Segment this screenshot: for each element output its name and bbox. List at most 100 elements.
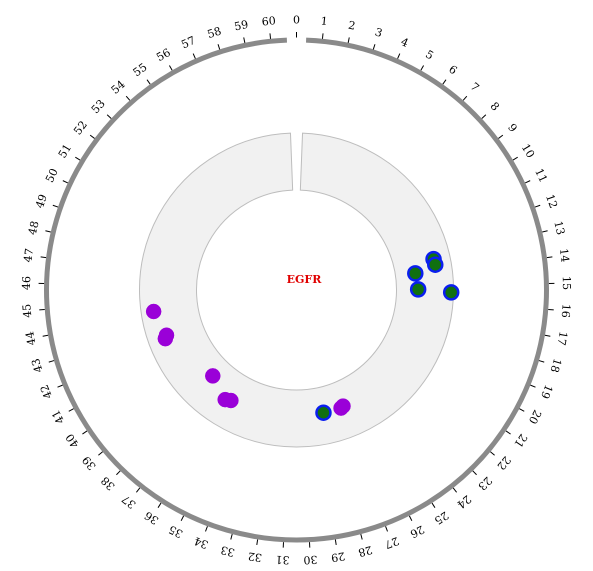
axis-tick <box>136 488 139 492</box>
mutation-point-green <box>408 266 422 280</box>
axis-tick-label: 21 <box>511 431 530 450</box>
axis-tick-label: 11 <box>532 166 550 184</box>
axis-tick-label: 49 <box>33 193 50 210</box>
axis-tick <box>432 503 435 508</box>
axis-tick <box>513 157 518 160</box>
axis-tick-label: 14 <box>557 248 572 264</box>
axis-tick <box>181 516 183 521</box>
axis-tick-label: 8 <box>488 100 502 114</box>
axis-tick <box>463 96 467 100</box>
axis-tick-label: 50 <box>43 166 61 184</box>
axis-tick-label: 36 <box>142 509 161 527</box>
mutation-point-green <box>428 258 442 272</box>
axis-tick-label: 54 <box>109 78 128 97</box>
axis-tick-label: 1 <box>320 15 328 29</box>
mutation-point-green <box>316 406 330 420</box>
mutation-point-green <box>411 282 425 296</box>
axis-tick-label: 41 <box>49 408 67 426</box>
axis-tick-label: 59 <box>233 18 249 34</box>
axis-tick <box>335 539 336 544</box>
axis-tick-label: 15 <box>560 276 573 290</box>
axis-tick <box>231 534 232 539</box>
axis-tick <box>270 33 271 38</box>
axis-tick <box>547 257 552 258</box>
axis-tick-label: 44 <box>23 330 38 346</box>
axis-tick <box>45 231 50 232</box>
axis-tick <box>193 54 195 59</box>
axis-tick-label: 12 <box>543 193 560 210</box>
mutation-point-purple <box>334 401 349 416</box>
axis-tick-label: 37 <box>119 492 138 511</box>
axis-tick-label: 22 <box>494 453 513 472</box>
axis-tick <box>169 65 172 70</box>
axis-tick <box>41 257 46 258</box>
axis-tick-label: 33 <box>219 543 236 559</box>
axis-tick-label: 32 <box>247 549 263 564</box>
axis-tick-label: 3 <box>373 26 384 41</box>
axis-tick <box>218 44 220 49</box>
axis-tick <box>348 37 349 42</box>
axis-tick <box>453 488 456 492</box>
axis-tick-label: 30 <box>303 553 318 567</box>
axis-tick-label: 16 <box>559 303 573 318</box>
axis-tick <box>535 205 540 207</box>
axis-tick <box>58 385 63 387</box>
axis-tick-label: 35 <box>167 523 185 541</box>
axis-tick-label: 53 <box>89 97 108 116</box>
axis-tick <box>126 96 130 100</box>
axis-tick-label: 34 <box>192 534 210 551</box>
axis-tick-label: 57 <box>179 34 197 52</box>
axis-tick-label: 10 <box>519 142 537 161</box>
axis-tick <box>482 115 486 119</box>
axis-tick <box>409 516 411 521</box>
axis-tick <box>519 409 524 412</box>
axis-tick <box>373 44 375 49</box>
axis-tick-label: 42 <box>38 383 55 401</box>
mutation-point-purple <box>205 368 220 383</box>
axis-tick <box>542 231 547 232</box>
axis-tick <box>361 534 362 539</box>
axis-tick <box>147 80 150 84</box>
axis-tick-label: 52 <box>71 118 90 137</box>
axis-tick-label: 48 <box>26 220 42 237</box>
axis-tick-label: 31 <box>275 553 290 567</box>
axis-tick-label: 25 <box>432 509 451 527</box>
axis-tick-label: 19 <box>538 383 555 401</box>
axis-tick-label: 17 <box>554 330 569 346</box>
axis-tick <box>322 33 323 38</box>
mutation-point-purple <box>159 328 174 343</box>
axis-tick-label: 47 <box>21 248 36 264</box>
axis-tick-label: 20 <box>526 408 544 426</box>
axis-tick <box>116 471 120 475</box>
axis-tick <box>498 135 502 138</box>
outer-axis-ring <box>47 40 547 540</box>
axis-tick <box>545 335 550 336</box>
axis-tick-label: 0 <box>293 14 300 27</box>
data-track <box>139 133 453 447</box>
axis-tick-label: 5 <box>423 48 435 63</box>
axis-tick <box>525 181 530 183</box>
axis-tick-label: 58 <box>206 24 223 41</box>
axis-tick-label: 9 <box>505 121 520 134</box>
axis-tick-label: 27 <box>383 534 401 551</box>
axis-tick-label: 29 <box>330 549 346 564</box>
axis-tick <box>398 54 400 59</box>
axis-tick-label: 43 <box>29 357 45 374</box>
axis-tick <box>53 205 58 207</box>
center-gene-label: EGFR <box>287 273 323 286</box>
axis-tick-label: 51 <box>56 142 74 161</box>
axis-tick <box>421 65 424 70</box>
axis-tick <box>90 135 94 138</box>
axis-tick <box>539 361 544 363</box>
axis-tick-label: 28 <box>357 543 374 559</box>
mutation-point-purple <box>218 392 233 407</box>
axis-tick <box>386 526 388 531</box>
axis-tick <box>506 431 511 434</box>
axis-tick <box>98 452 102 456</box>
axis-tick-label: 23 <box>475 474 494 493</box>
axis-tick <box>244 37 245 42</box>
axis-tick-label: 2 <box>347 19 357 33</box>
